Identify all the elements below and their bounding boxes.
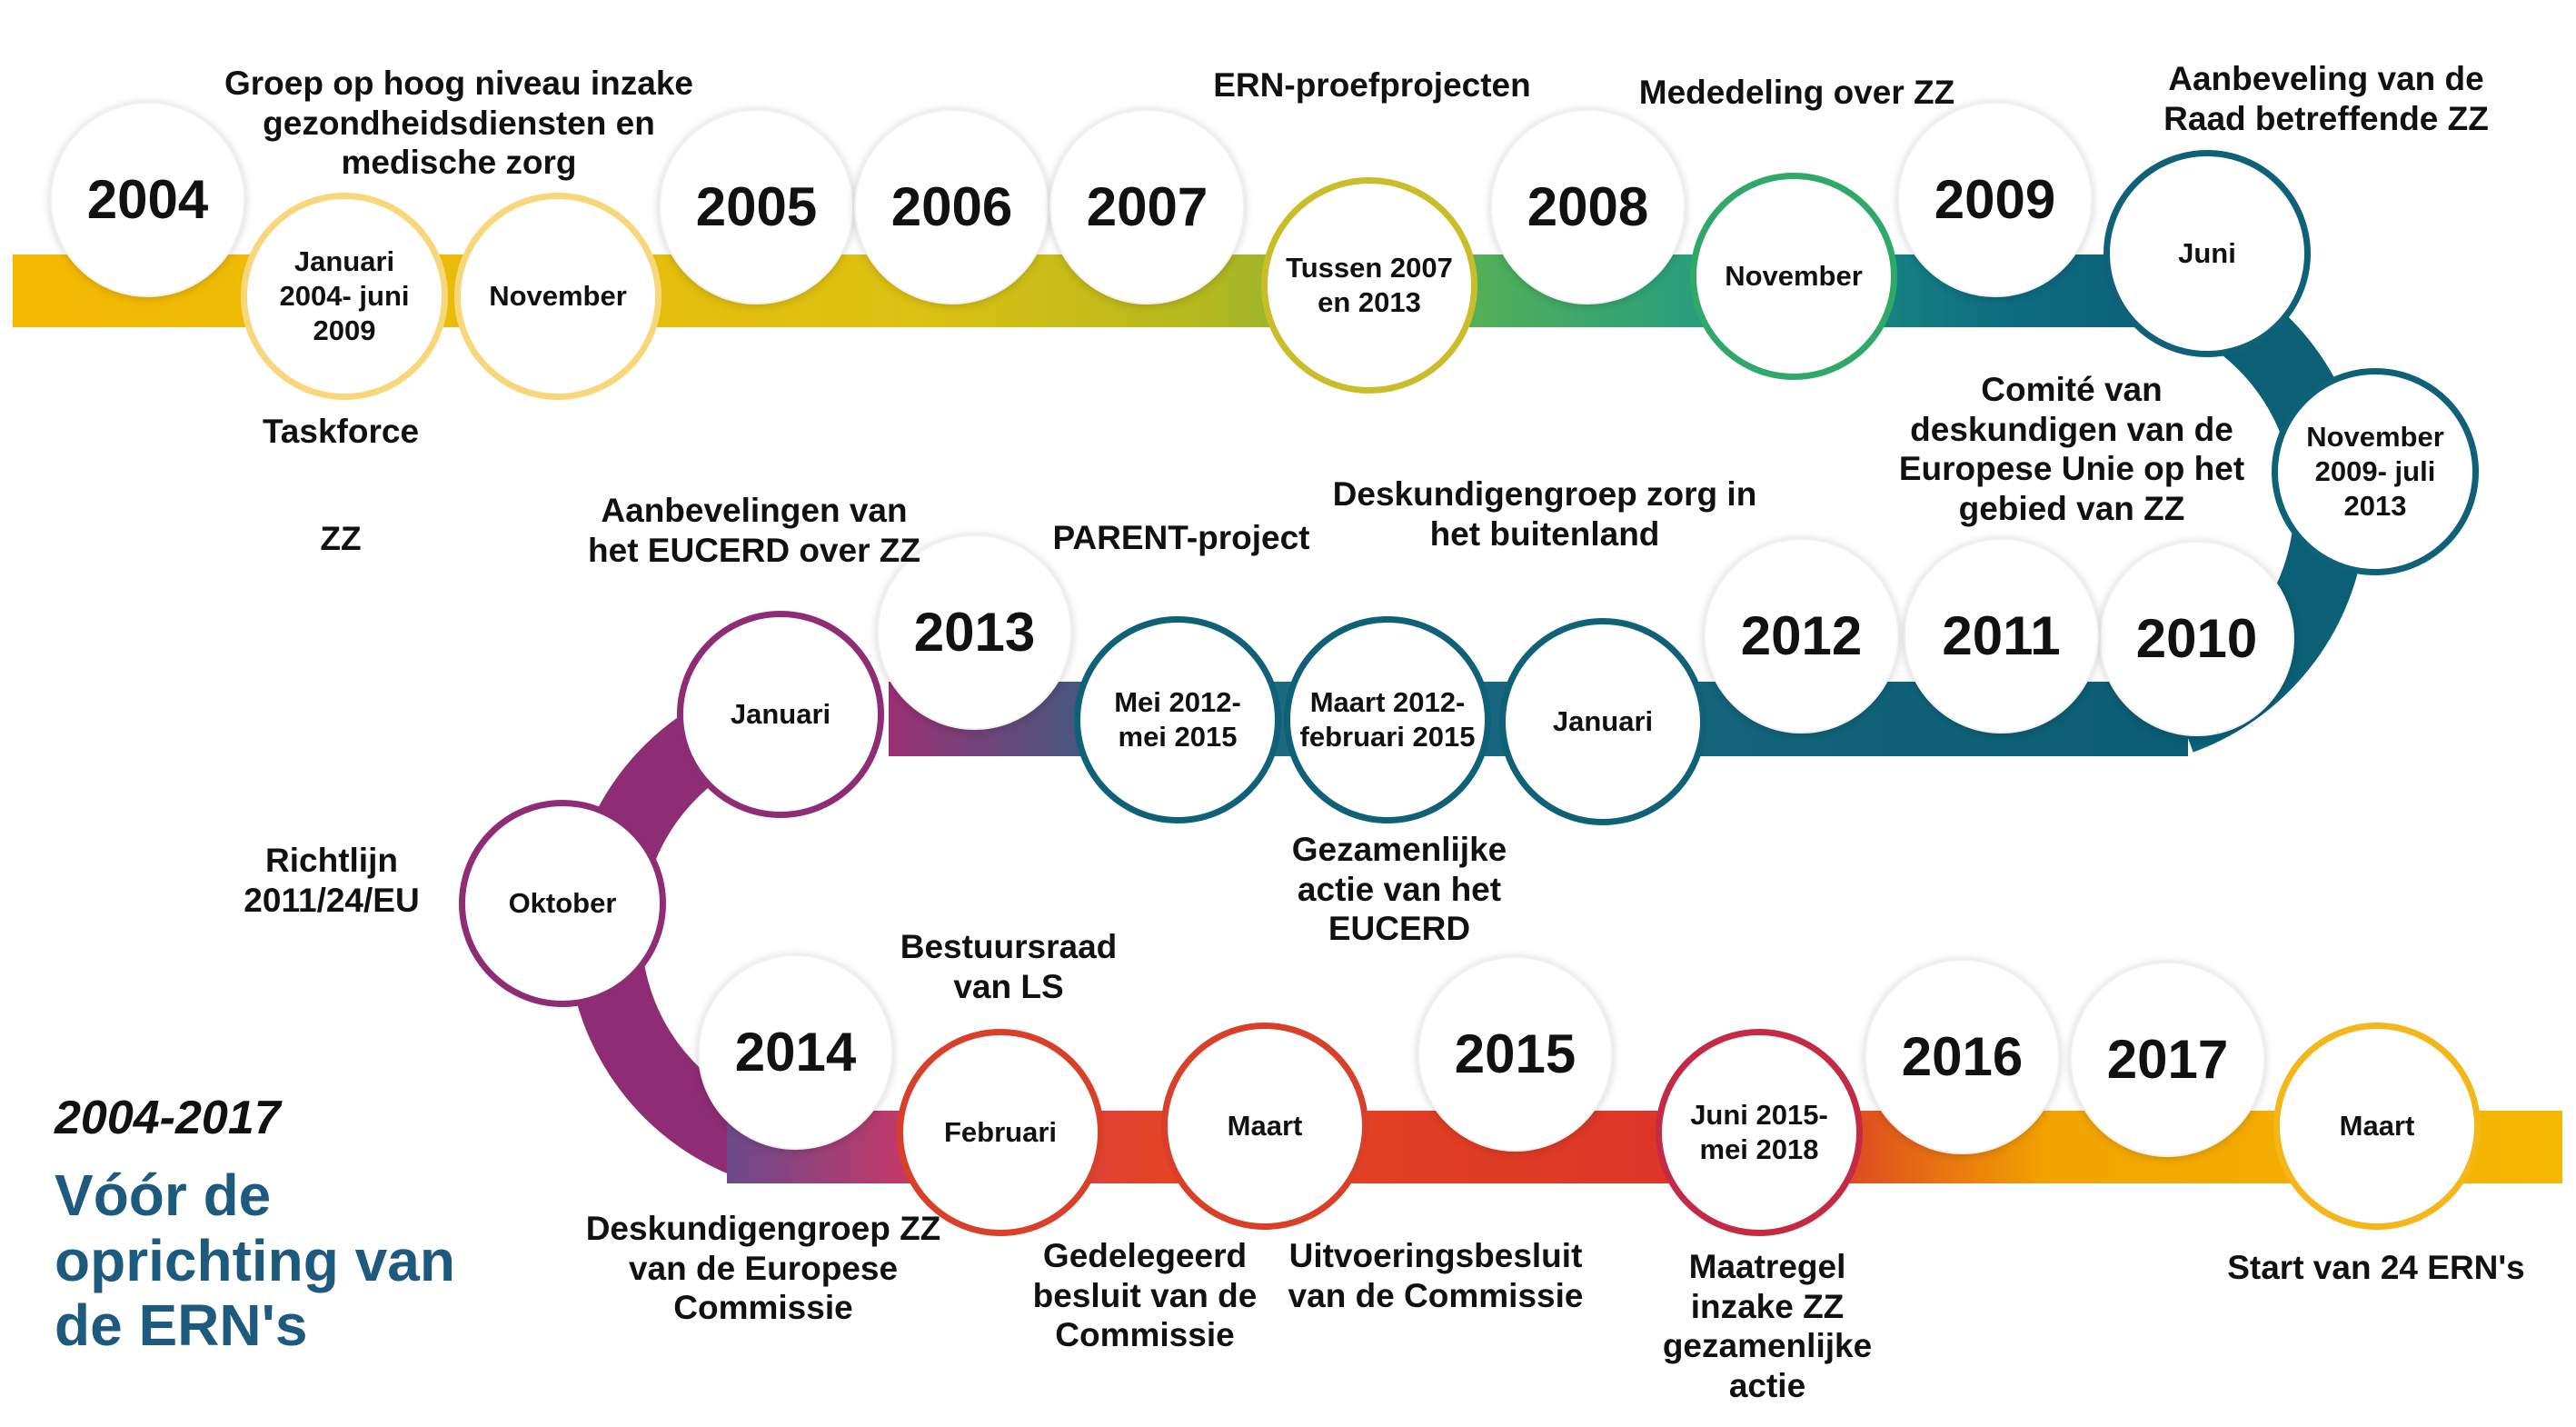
label-rd-joint-action: Maatregel inzake ZZ gezamenlijke actie	[1662, 1248, 1873, 1404]
label-high-level-group: Groep op hoog niveau inzake gezondheidsd…	[224, 65, 693, 182]
date-may2012-may2015: Mei 2012- mei 2015	[1074, 616, 1281, 823]
label-board-member-states: Bestuursraad van LS	[900, 928, 1118, 1005]
year-2010: 2010	[2099, 541, 2294, 736]
date-jan2004-jun2009: Januari 2004- juni 2009	[241, 193, 448, 400]
date-october-2011: Oktober	[459, 800, 666, 1007]
year-2012: 2012	[1704, 538, 1899, 733]
label-eu-expert-committee: Comité van deskundigen van de Europese U…	[1898, 371, 2245, 527]
label-implementing-decision: Uitvoeringsbesluit van de Commissie	[1288, 1237, 1584, 1314]
year-2004: 2004	[50, 102, 245, 297]
label-eucerd-joint-action: Gezamenlijke actie van het EUCERD	[1291, 831, 1507, 948]
year-2013: 2013	[877, 534, 1072, 730]
year-2014: 2014	[698, 954, 893, 1150]
year-2005: 2005	[659, 109, 854, 304]
year-2009: 2009	[1897, 102, 2093, 297]
year-2008: 2008	[1490, 109, 1686, 304]
date-november-2008: November	[1690, 173, 1897, 380]
year-2011: 2011	[1904, 538, 2099, 733]
label-expert-group-rd-commission: Deskundigengroep ZZ van de Europese Comm…	[585, 1210, 941, 1327]
label-communication-rd: Mededeling over ZZ	[1638, 74, 1955, 111]
date-march-2014: Maart	[1161, 1023, 1368, 1230]
label-start-24-erns: Start van 24 ERN's	[2227, 1249, 2525, 1286]
date-mar2012-feb2015: Maart 2012- februari 2015	[1284, 616, 1491, 823]
label-taskforce: Taskforce ZZ	[262, 413, 420, 558]
label-directive-2011-24: Richtlijn 2011/24/EU	[244, 842, 420, 919]
year-2017: 2017	[2070, 962, 2265, 1157]
title-years: 2004-2017	[55, 1092, 281, 1144]
date-nov2009-jul2013: November 2009- juli 2013	[2272, 368, 2479, 575]
year-2007: 2007	[1049, 109, 1245, 304]
date-jun2015-may2018: Juni 2015- mei 2018	[1656, 1029, 1863, 1236]
label-ern-pilot-projects: ERN-proefprojecten	[1213, 66, 1531, 104]
label-council-recommendation: Aanbeveling van de Raad betreffende ZZ	[2163, 60, 2489, 137]
year-2016: 2016	[1865, 959, 2060, 1154]
date-january-2012: Januari	[1499, 618, 1706, 825]
title-main: Vóór de oprichting van de ERN's	[55, 1163, 455, 1359]
label-expert-group-care-abroad: Deskundigengroep zorg in het buitenland	[1332, 475, 1757, 553]
date-june-2009: Juni	[2104, 150, 2311, 357]
date-january-2013: Januari	[677, 611, 884, 818]
label-parent-project: PARENT-project	[1052, 519, 1310, 556]
year-2015: 2015	[1417, 956, 1613, 1152]
date-november-2004: November	[454, 193, 661, 400]
date-march-2017: Maart	[2273, 1023, 2481, 1230]
date-2007-2013: Tussen 2007 en 2013	[1261, 177, 1477, 394]
date-february-2014: Februari	[897, 1029, 1104, 1236]
label-eucerd-recommendations: Aanbevelingen van het EUCERD over ZZ	[588, 492, 920, 569]
label-delegated-decision: Gedelegeerd besluit van de Commissie	[1032, 1237, 1258, 1354]
year-2006: 2006	[854, 109, 1049, 304]
